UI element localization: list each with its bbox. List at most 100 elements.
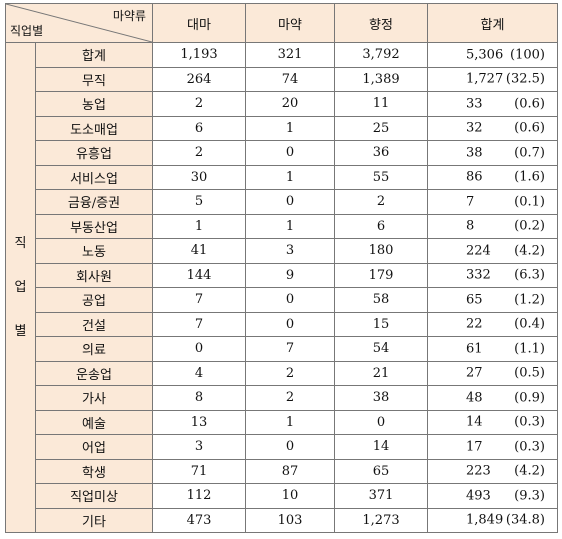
- total-percent: (9.3): [514, 488, 545, 504]
- value-cell: 321: [245, 42, 335, 68]
- value-cell: 2: [245, 360, 335, 386]
- table-row: 무직 264 74 1,389 1,727 (32.5): [6, 66, 558, 92]
- value-cell: 1: [245, 409, 335, 435]
- total-cell: 65 (1.2): [427, 287, 558, 313]
- total-count: 61: [466, 341, 483, 357]
- value-cell: 180: [334, 238, 428, 264]
- value-cell: 8: [152, 385, 246, 411]
- value-cell: 65: [334, 458, 428, 484]
- table-row: 도소매업 6 1 25 32 (0.6): [6, 115, 558, 141]
- value-cell: 15: [334, 311, 428, 337]
- row-label: 가사: [35, 385, 153, 411]
- table-row: 농업 2 20 11 33 (0.6): [6, 91, 558, 117]
- value-cell: 54: [334, 336, 428, 362]
- table-row: 직업미상 112 10 371 493 (9.3): [6, 483, 558, 509]
- value-cell: 5: [152, 189, 246, 215]
- value-cell: 36: [334, 140, 428, 166]
- total-count: 223: [466, 463, 491, 479]
- col-header: 대마: [152, 3, 246, 43]
- total-cell: 38 (0.7): [427, 140, 558, 166]
- value-cell: 3: [245, 238, 335, 264]
- value-cell: 1,389: [334, 66, 428, 92]
- total-percent: (0.6): [514, 96, 545, 112]
- value-cell: 1,193: [152, 42, 246, 68]
- total-percent: (0.6): [514, 120, 545, 136]
- value-cell: 3: [152, 434, 246, 460]
- table-row: 기타 473 103 1,273 1,849 (34.8): [6, 507, 558, 533]
- row-label: 학생: [35, 458, 153, 484]
- total-cell: 32 (0.6): [427, 115, 558, 141]
- value-cell: 179: [334, 262, 428, 288]
- total-cell: 48 (0.9): [427, 385, 558, 411]
- total-percent: (1.2): [514, 292, 545, 308]
- value-cell: 55: [334, 164, 428, 190]
- value-cell: 7: [152, 311, 246, 337]
- total-percent: (1.1): [514, 341, 545, 357]
- value-cell: 0: [245, 140, 335, 166]
- value-cell: 2: [152, 91, 246, 117]
- total-count: 332: [466, 267, 491, 283]
- row-label: 금융/증권: [35, 189, 153, 215]
- table-row: 서비스업 30 1 55 86 (1.6): [6, 164, 558, 190]
- value-cell: 21: [334, 360, 428, 386]
- total-percent: (0.5): [514, 365, 545, 381]
- total-cell: 27 (0.5): [427, 360, 558, 386]
- total-cell: 5,306 (100): [427, 42, 558, 68]
- row-label: 어업: [35, 434, 153, 460]
- total-count: 1,849: [466, 512, 504, 528]
- value-cell: 112: [152, 483, 246, 509]
- value-cell: 10: [245, 483, 335, 509]
- diagonal-divider: [6, 4, 152, 42]
- total-count: 65: [466, 292, 483, 308]
- value-cell: 6: [334, 213, 428, 239]
- row-label: 유흥업: [35, 140, 153, 166]
- corner-bottom-label: 직업별: [10, 24, 44, 38]
- total-count: 38: [466, 145, 483, 161]
- row-label: 노동: [35, 238, 153, 264]
- corner-header: 마약류 직업별: [5, 3, 153, 43]
- value-cell: 0: [334, 409, 428, 435]
- row-label: 기타: [35, 507, 153, 533]
- total-cell: 61 (1.1): [427, 336, 558, 362]
- value-cell: 25: [334, 115, 428, 141]
- value-cell: 4: [152, 360, 246, 386]
- col-header: 향정: [334, 3, 428, 43]
- row-label: 회사원: [35, 262, 153, 288]
- total-cell: 17 (0.3): [427, 434, 558, 460]
- total-percent: (6.3): [514, 267, 545, 283]
- table-row: 의료 0 7 54 61 (1.1): [6, 336, 558, 362]
- row-label: 농업: [35, 91, 153, 117]
- value-cell: 371: [334, 483, 428, 509]
- table-row: 회사원 144 9 179 332 (6.3): [6, 262, 558, 288]
- header-row: 마약류 직업별 대마 마약 향정 합계: [5, 3, 558, 43]
- total-count: 48: [466, 390, 483, 406]
- total-count: 22: [466, 316, 483, 332]
- value-cell: 3,792: [334, 42, 428, 68]
- table-row: 유흥업 2 0 36 38 (0.7): [6, 140, 558, 166]
- value-cell: 6: [152, 115, 246, 141]
- total-cell: 1,727 (32.5): [427, 66, 558, 92]
- value-cell: 264: [152, 66, 246, 92]
- table-row: 건설 7 0 15 22 (0.4): [6, 311, 558, 337]
- total-count: 7: [466, 194, 475, 210]
- value-cell: 1: [245, 164, 335, 190]
- total-count: 224: [466, 243, 491, 259]
- table-body: 직 업 별 합계 1,193 321 3,792 5,306 (100) 무직 264 74 1,389…: [5, 42, 558, 533]
- total-cell: 332 (6.3): [427, 262, 558, 288]
- value-cell: 9: [245, 262, 335, 288]
- row-label: 의료: [35, 336, 153, 362]
- row-label: 도소매업: [35, 115, 153, 141]
- table-row: 어업 3 0 14 17 (0.3): [6, 434, 558, 460]
- value-cell: 0: [245, 287, 335, 313]
- table-row: 예술 13 1 0 14 (0.3): [6, 409, 558, 435]
- total-cell: 22 (0.4): [427, 311, 558, 337]
- total-percent: (0.9): [514, 390, 545, 406]
- side-label-char: 업: [14, 279, 27, 295]
- col-header: 합계: [427, 3, 558, 43]
- total-cell: 224 (4.2): [427, 238, 558, 264]
- side-label-char: 직: [14, 235, 27, 251]
- table-row: 공업 7 0 58 65 (1.2): [6, 287, 558, 313]
- drug-occupation-table: 마약류 직업별 대마 마약 향정 합계 직 업 별 합계 1,193 321 3,792 5,…: [5, 3, 558, 533]
- value-cell: 7: [245, 336, 335, 362]
- value-cell: 473: [152, 507, 246, 533]
